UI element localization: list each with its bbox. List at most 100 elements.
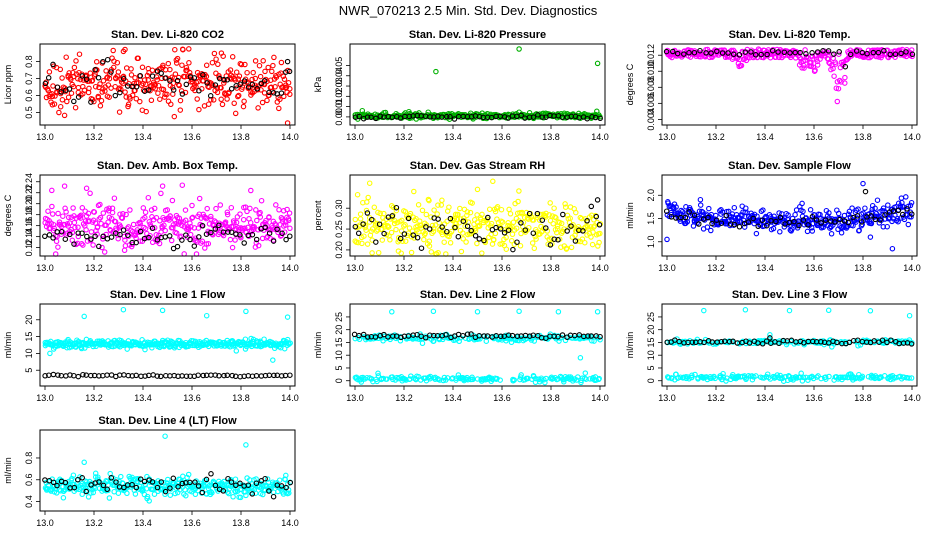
data-point [170,80,177,87]
data-point [798,370,804,377]
x-tick-label: 13.8 [854,132,872,142]
data-point [153,232,159,238]
data-point [493,224,499,231]
data-point [363,207,370,214]
series-subset [352,112,603,122]
x-tick-label: 13.2 [707,263,725,273]
data-point [281,345,288,352]
data-point [208,213,214,220]
data-point [531,245,538,252]
data-point [791,218,797,225]
data-point [220,232,227,239]
data-point [177,107,184,113]
data-point [228,479,235,485]
data-point [498,206,505,213]
data-point [664,236,670,243]
data-point [596,239,602,246]
data-point [597,115,603,122]
data-point [270,489,277,495]
data-point [406,225,413,231]
data-point [83,227,89,233]
x-tick-label: 13.0 [658,393,676,403]
plot-panel-8: Stan. Dev. Line 2 Flow ml/min 13.0 13.2 13.4… [313,289,609,403]
y-tick-label: 2.0 [646,189,656,202]
data-point [381,331,387,338]
y-axis-label: ml/min [625,202,635,229]
data-point [238,234,244,241]
data-point [365,194,371,201]
data-point [517,376,523,383]
y-axis-label: Licor ppm [3,65,13,105]
data-point [355,230,362,237]
data-point [810,338,816,345]
data-point [686,209,692,215]
data-point [898,195,905,201]
data-point [175,74,182,81]
data-point [844,223,851,229]
data-point [773,218,779,225]
y-tick-label: 0.18 [24,206,34,224]
data-point [187,236,193,243]
data-point [50,235,56,241]
data-point [133,84,140,90]
data-point [252,75,259,82]
data-point [894,215,901,222]
data-point [92,83,99,90]
data-point [753,230,760,237]
data-point [183,232,189,238]
data-point [835,210,842,217]
data-point [172,46,178,53]
data-point [261,78,268,84]
data-point [516,188,522,194]
plot-panel-4: Stan. Dev. Amb. Box Temp. degrees C 13.0 13… [3,160,299,273]
data-point [236,73,243,79]
data-point [815,373,821,379]
data-point [63,54,69,60]
data-point [125,232,131,239]
data-point [276,477,283,483]
data-point [287,479,294,486]
data-point [875,49,882,56]
data-point [47,350,53,357]
data-point [273,202,279,208]
data-point [284,206,290,213]
data-point [526,210,533,217]
data-point [241,240,247,246]
data-point [171,113,178,120]
y-tick-label: 0.25 [334,220,344,238]
data-point [505,332,512,338]
data-point [92,233,98,240]
data-point [266,214,272,220]
plot-panel-1: Stan. Dev. Li-820 CO2 Licor ppm 13.0 13.2 13… [3,29,299,142]
x-tick-label: 13.6 [805,132,823,142]
data-point [185,471,192,478]
data-point [562,201,568,207]
data-point [135,55,141,62]
data-point [731,204,738,211]
data-point [809,228,816,234]
x-tick-label: 13.0 [36,132,54,142]
data-point [460,236,466,242]
data-point [55,210,61,217]
data-point [800,208,806,215]
data-point [768,217,774,224]
data-point [373,115,379,122]
data-point [730,51,737,58]
data-point [781,49,788,56]
data-point [411,235,417,241]
data-point [142,346,148,353]
data-point [189,215,195,221]
data-point [211,218,218,224]
data-point [901,374,907,381]
data-point [725,50,731,56]
data-point [389,213,396,219]
data-point [196,234,202,240]
data-point [477,336,483,342]
x-tick-label: 13.8 [232,263,250,273]
data-point [225,475,231,482]
data-point [804,228,811,235]
data-point [162,491,168,498]
data-point [117,89,123,96]
data-point [513,225,520,231]
data-point [384,376,390,382]
